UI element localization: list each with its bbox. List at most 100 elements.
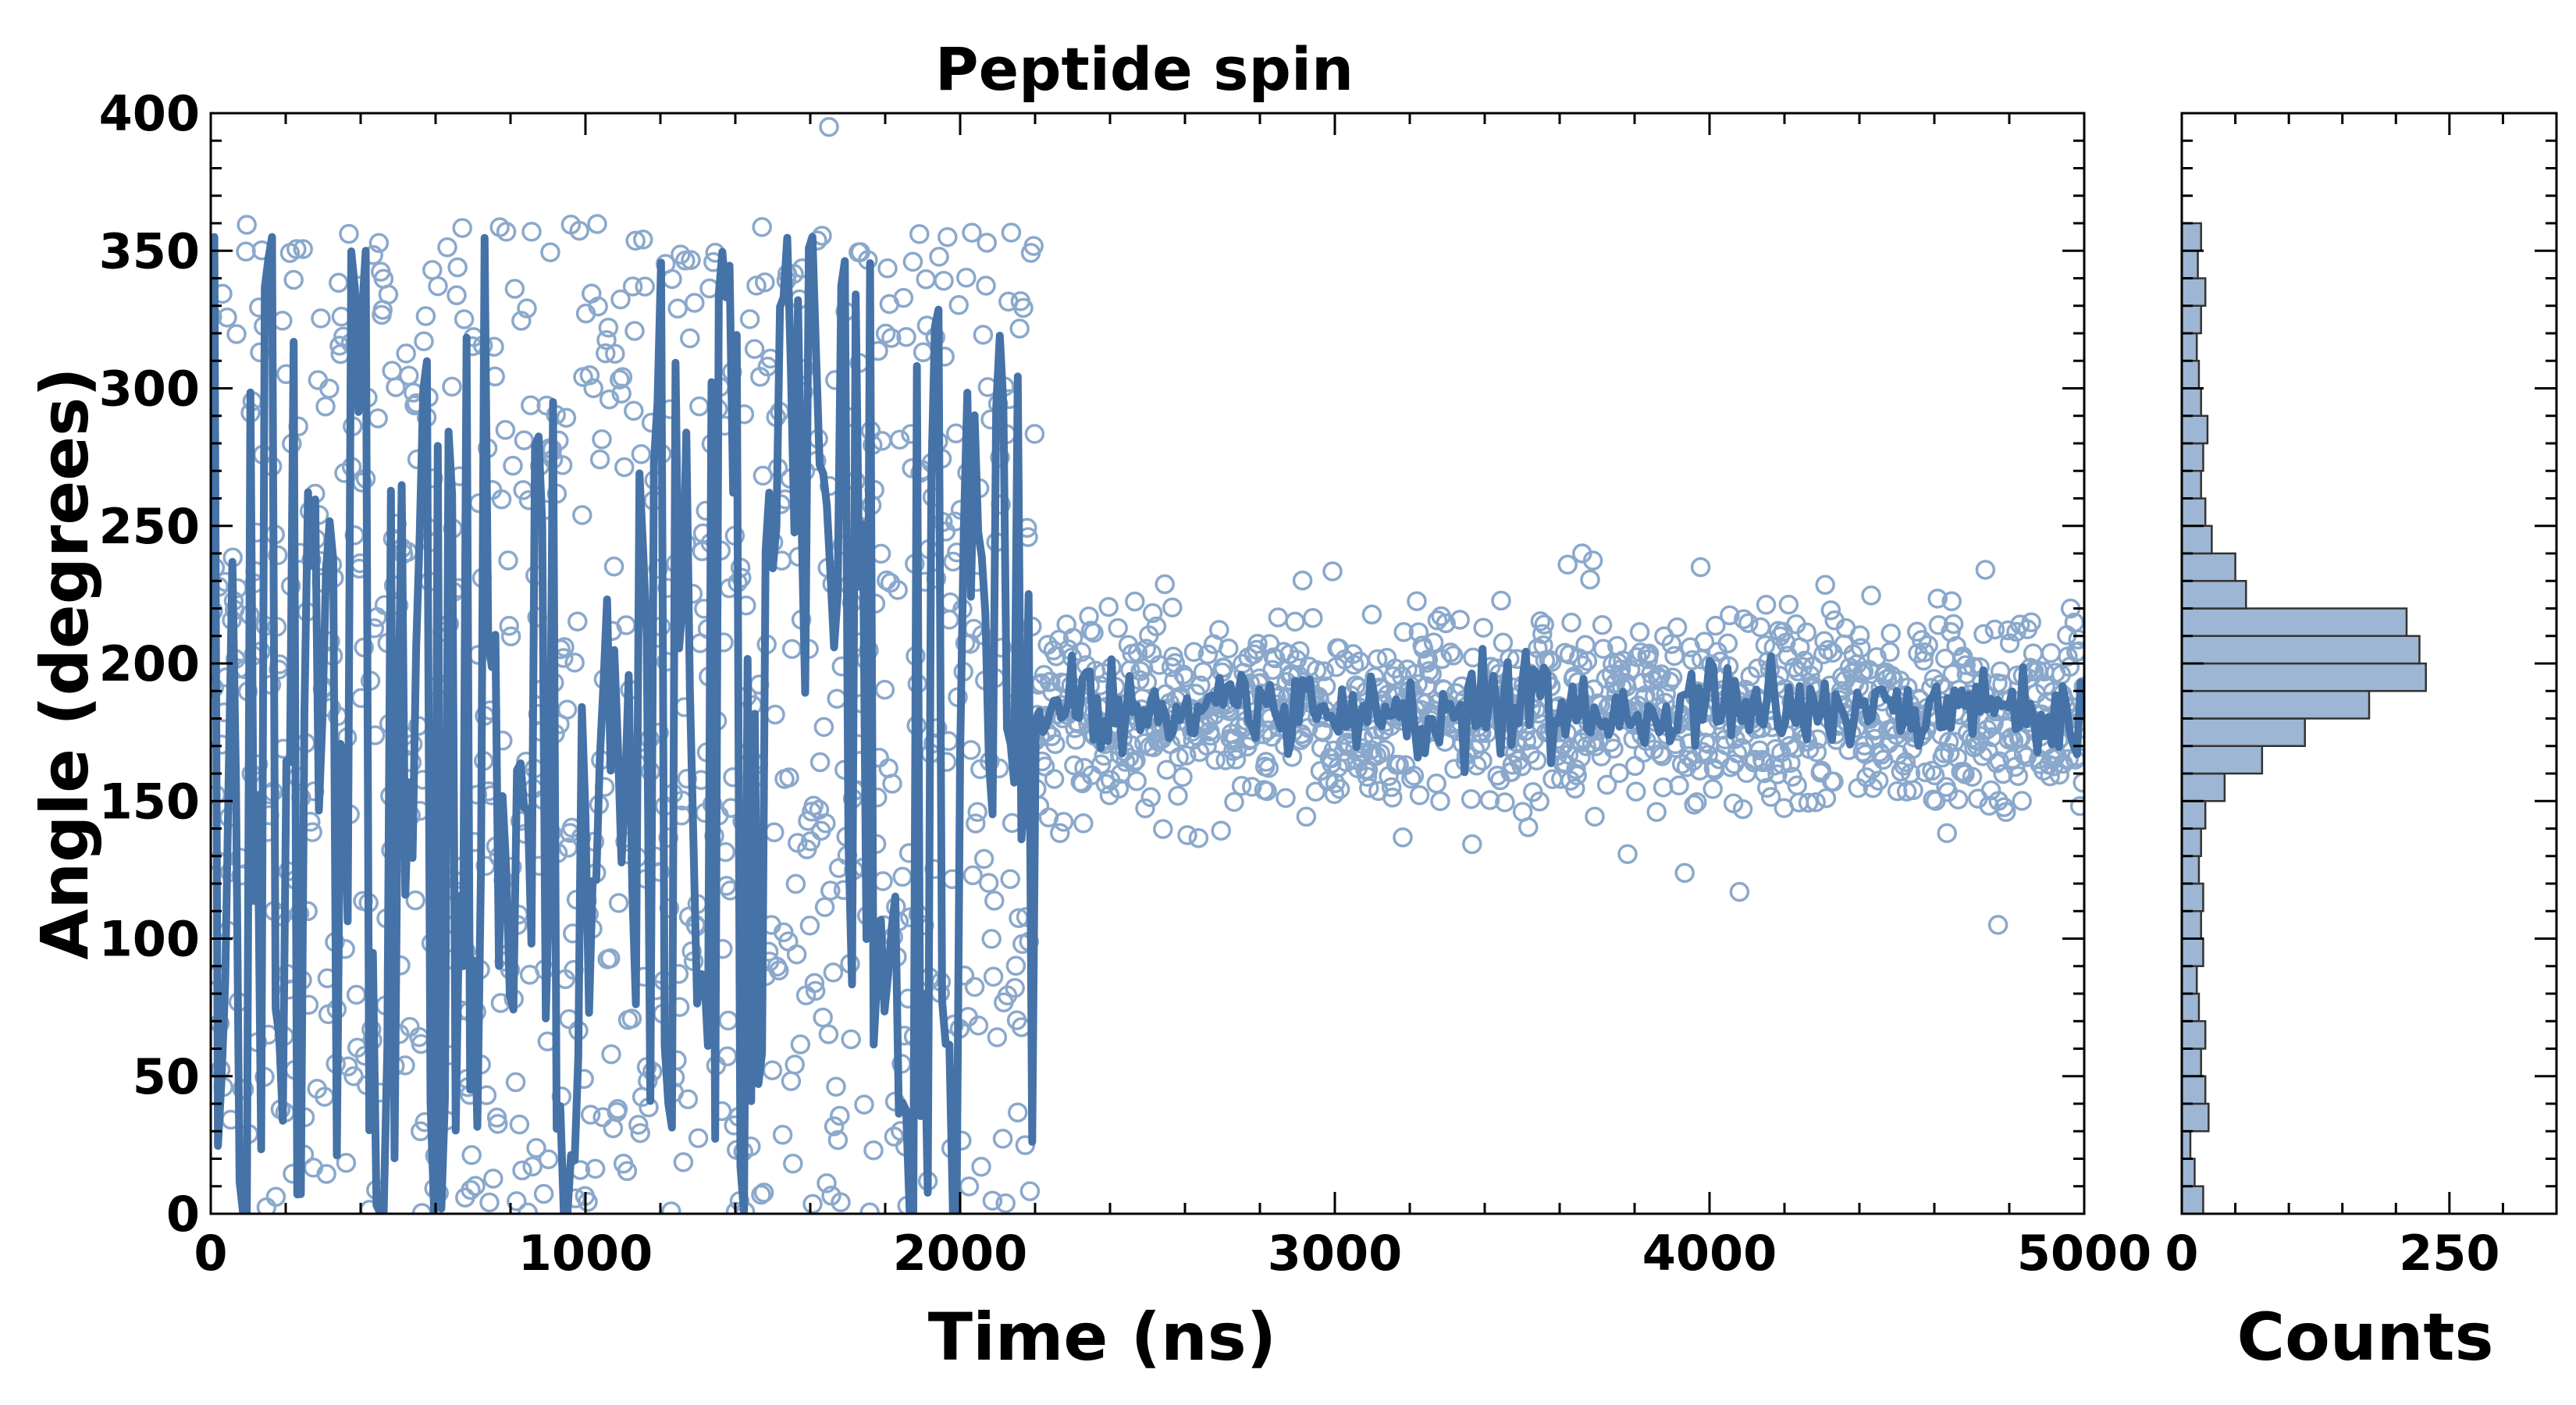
- raw-point: [1646, 802, 1667, 822]
- raw-point: [624, 321, 645, 341]
- raw-point: [491, 489, 512, 510]
- raw-point: [1955, 655, 1976, 675]
- raw-point: [1183, 642, 1204, 663]
- raw-point: [513, 480, 533, 500]
- raw-point: [1802, 656, 1823, 677]
- raw-point: [873, 871, 893, 891]
- raw-point: [1404, 766, 1425, 786]
- raw-point: [572, 505, 592, 525]
- raw-point: [1080, 621, 1101, 641]
- raw-point: [913, 342, 934, 363]
- raw-point: [1231, 776, 1252, 796]
- raw-point: [1880, 623, 1901, 644]
- raw-point: [396, 343, 416, 364]
- raw-point: [1142, 603, 1163, 624]
- raw-point: [1095, 774, 1116, 794]
- raw-point: [1934, 743, 1955, 763]
- raw-point: [1984, 619, 2005, 640]
- raw-point: [1375, 739, 1395, 760]
- raw-point: [250, 342, 270, 363]
- raw-point: [1738, 613, 1759, 633]
- raw-point: [1603, 738, 1624, 759]
- raw-point: [564, 653, 585, 673]
- histogram-bars: [2180, 222, 2427, 1215]
- raw-point: [1172, 767, 1193, 788]
- raw-point: [1567, 765, 1587, 786]
- raw-point: [509, 1114, 530, 1135]
- histogram-chart: 0 250 Counts: [2165, 112, 2558, 1375]
- raw-point: [607, 1099, 628, 1119]
- raw-point: [2021, 612, 2041, 632]
- raw-point: [1177, 825, 1197, 845]
- raw-point: [624, 400, 644, 422]
- raw-point: [517, 298, 537, 318]
- histogram-bar: [2180, 607, 2408, 637]
- raw-point: [1717, 633, 1738, 654]
- raw-point: [1005, 977, 1025, 998]
- raw-point: [875, 323, 896, 344]
- raw-point: [2069, 641, 2084, 662]
- raw-point: [1019, 1181, 1041, 1201]
- raw-point: [617, 1161, 638, 1182]
- smoothed-series-line: [211, 233, 2084, 1214]
- raw-point: [661, 1201, 681, 1214]
- raw-point: [1450, 610, 1470, 630]
- raw-point: [507, 1191, 527, 1211]
- raw-point: [1816, 788, 1837, 809]
- raw-point: [786, 944, 807, 965]
- raw-point: [483, 1168, 503, 1189]
- raw-point: [995, 1193, 1016, 1214]
- raw-point: [962, 222, 982, 243]
- x-tick-label: 4000: [1642, 1225, 1777, 1282]
- raw-point: [1257, 781, 1277, 802]
- raw-point: [1903, 780, 1923, 801]
- y-tick-label: 350: [99, 222, 200, 279]
- raw-point: [1001, 222, 1022, 243]
- raw-point: [968, 1016, 989, 1036]
- raw-point: [830, 1105, 850, 1126]
- raw-point: [1806, 742, 1827, 763]
- raw-point: [1367, 649, 1388, 670]
- raw-point: [1495, 792, 1515, 813]
- raw-point: [1276, 788, 1296, 809]
- raw-point: [368, 408, 388, 429]
- histogram-bar: [2180, 332, 2198, 362]
- raw-point: [1529, 791, 1550, 812]
- raw-point: [1941, 591, 1962, 612]
- raw-point: [802, 1193, 823, 1214]
- raw-point: [631, 444, 652, 464]
- raw-point: [956, 267, 977, 288]
- raw-point: [1617, 844, 1638, 864]
- raw-point: [982, 1190, 1003, 1211]
- raw-point: [892, 866, 913, 887]
- raw-point: [437, 237, 457, 258]
- raw-point: [522, 1156, 543, 1177]
- raw-point: [1851, 638, 1871, 658]
- raw-point: [2068, 629, 2084, 650]
- histogram-bar: [2180, 690, 2371, 720]
- raw-point: [962, 865, 983, 886]
- raw-point: [1520, 744, 1540, 764]
- raw-point: [1125, 591, 1145, 612]
- raw-point: [1532, 624, 1553, 645]
- raw-point: [465, 1176, 486, 1197]
- raw-point: [540, 242, 560, 262]
- raw-point: [498, 550, 518, 571]
- raw-point: [967, 802, 987, 822]
- raw-point: [1418, 649, 1439, 670]
- raw-point: [1188, 827, 1209, 848]
- raw-point: [308, 370, 329, 390]
- raw-point: [916, 269, 936, 290]
- raw-point: [874, 679, 895, 700]
- raw-point: [1664, 646, 1685, 667]
- raw-point: [415, 306, 436, 326]
- raw-point: [1126, 750, 1146, 770]
- raw-point: [1943, 614, 1964, 635]
- raw-point: [2041, 642, 2062, 663]
- raw-point: [580, 1104, 601, 1125]
- raw-point: [929, 247, 949, 267]
- raw-point: [984, 891, 1005, 911]
- raw-point: [961, 740, 981, 760]
- raw-point: [568, 611, 588, 631]
- raw-point: [596, 343, 616, 364]
